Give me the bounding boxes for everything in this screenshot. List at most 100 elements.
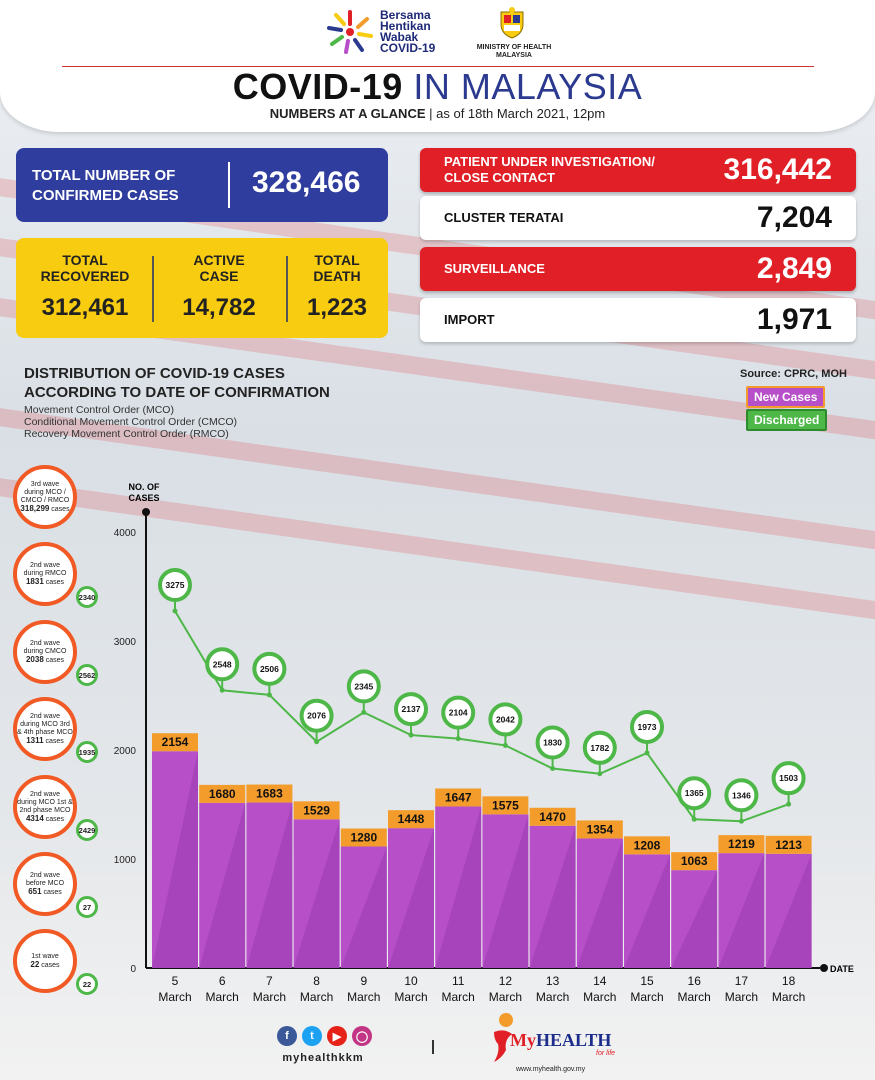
discharged-bubble [158, 568, 192, 603]
label-line: TOTAL NUMBER OF [32, 167, 176, 184]
twitter-icon[interactable]: t [302, 1026, 322, 1046]
discharged-value-label: 2104 [449, 708, 468, 718]
pui-box: PATIENT UNDER INVESTIGATION/CLOSE CONTAC… [420, 148, 856, 192]
mco-definition: Movement Control Order (MCO) [24, 404, 174, 416]
wave-text: 1311 cases [26, 735, 64, 745]
x-tick-sublabel: March [158, 990, 191, 1004]
brand-part: HEALTH [536, 1030, 612, 1050]
campaign-line: Hentikan [380, 19, 431, 33]
bar-shade [576, 838, 623, 968]
label-line: CLOSE CONTACT [444, 170, 555, 185]
recovered-label: TOTAL [62, 252, 108, 268]
ministry-line: MALAYSIA [496, 52, 532, 59]
cluster-value: 7,204 [756, 201, 832, 234]
x-tick-label: 11 [452, 974, 465, 988]
campaign-line: Wabak [380, 30, 419, 44]
chart-title-line: ACCORDING TO DATE OF CONFIRMATION [24, 384, 330, 401]
x-tick-sublabel: March [536, 990, 569, 1004]
divider [286, 256, 288, 322]
x-tick-sublabel: March [206, 990, 239, 1004]
discharged-value-label: 2548 [213, 659, 232, 669]
facebook-icon[interactable]: f [277, 1026, 297, 1046]
pui-value: 316,442 [723, 153, 832, 186]
social-handle[interactable]: myhealthkkm [282, 1052, 364, 1064]
bar-shade [765, 853, 812, 968]
y-tick-label: 2000 [114, 746, 137, 757]
discharged-bubble [488, 702, 523, 737]
surveillance-box: SURVEILLANCE 2,849 [420, 247, 856, 291]
bar-value-tag [388, 810, 434, 829]
wave-circle: 2nd wave during MCO 3rd & 4th phase MCO 131… [13, 697, 77, 761]
wave-text: 2038 cases [25, 654, 65, 664]
x-tick-sublabel: March [630, 990, 663, 1004]
title-main: COVID-19 [232, 66, 403, 107]
label-line: CONFIRMED CASES [32, 187, 179, 204]
campaign-text: Bersama Hentikan Wabak COVID-19 [380, 9, 435, 54]
chart-title-line: DISTRIBUTION OF COVID-19 CASES [24, 365, 285, 382]
death-label: TOTAL [314, 252, 360, 268]
bar-value-label: 1354 [586, 822, 613, 836]
wave-text: 318,299 cases [20, 503, 70, 513]
bar-value-tag [246, 784, 293, 803]
surveillance-label: SURVEILLANCE [444, 261, 545, 276]
wave-text: during CMCO [23, 647, 67, 655]
wave-text: & 4th phase MCO [17, 728, 73, 736]
wave-cases: 318,299 [20, 503, 50, 513]
discharged-bubble [441, 695, 476, 730]
bar-shade [435, 806, 482, 968]
x-tick-label: 5 [172, 974, 179, 988]
x-axis-title: DATE [830, 964, 854, 974]
discharged-value-label: 1365 [685, 788, 704, 798]
wave-discharged-badge: 22 [76, 973, 98, 995]
header: Bersama Hentikan Wabak COVID-19 MINISTRY… [0, 0, 875, 132]
wave-text: 651 cases [28, 886, 62, 896]
x-tick-sublabel: March [394, 990, 427, 1004]
chart-title: DISTRIBUTION OF COVID-19 CASES ACCORDING… [24, 364, 330, 402]
legend-new-cases: New Cases [746, 386, 826, 408]
wave-circle: 2nd wave during RMCO 1831 cases [13, 542, 77, 606]
total-confirmed-box: TOTAL NUMBER OF CONFIRMED CASES 328,466 [16, 148, 388, 222]
x-tick-label: 7 [266, 974, 273, 988]
bar-value-label: 1647 [445, 790, 472, 804]
x-tick-sublabel: March [725, 990, 758, 1004]
bar-shade [199, 802, 246, 968]
cluster-box: CLUSTER TERATAI 7,204 [420, 196, 856, 240]
bar-value-tag [765, 835, 812, 854]
discharged-value-label: 2042 [496, 714, 515, 724]
total-confirmed-label: TOTAL NUMBER OF CONFIRMED CASES [32, 166, 179, 206]
youtube-icon[interactable]: ▶ [327, 1026, 347, 1046]
divider [152, 256, 154, 322]
bar-value-tag [152, 733, 198, 752]
wave-text: 2nd wave [30, 712, 60, 720]
x-tick-label: 15 [640, 974, 654, 988]
wave-text: during MCO / [24, 488, 66, 496]
instagram-icon[interactable]: ◯ [352, 1026, 372, 1046]
discharged-bubble [771, 761, 806, 796]
bar-shade [529, 825, 576, 968]
wave-cases: 2038 [25, 654, 44, 664]
discharged-bubble [299, 698, 334, 733]
wave-cases: 22 [30, 959, 40, 969]
bar-value-label: 1208 [634, 838, 661, 852]
website[interactable]: www.myhealth.gov.my [516, 1066, 586, 1073]
bar-value-label: 1529 [303, 803, 330, 817]
discharged-bubble [535, 725, 570, 760]
discharged-value-label: 1346 [732, 790, 751, 800]
bar-value-label: 2154 [162, 735, 189, 749]
header-divider [62, 66, 814, 67]
legend-discharged: Discharged [746, 409, 828, 431]
discharged-bubble [205, 647, 240, 682]
active-label: CASE [199, 268, 239, 284]
active-value: 14,782 [182, 294, 256, 321]
brand-tagline: for life [596, 1050, 616, 1057]
x-axis-end [820, 964, 828, 972]
y-axis-title: NO. OF [129, 482, 161, 492]
wave-circle: 2nd wave during MCO 1st & 2nd phase MCO 431… [13, 775, 77, 839]
y-tick-label: 3000 [114, 637, 137, 648]
wave-discharged-badge: 27 [76, 896, 98, 918]
x-tick-label: 6 [219, 974, 226, 988]
discharged-bubble [394, 692, 428, 727]
wave-discharged-badge: 2340 [76, 586, 98, 608]
page-title: COVID-19 IN MALAYSIA [0, 66, 875, 108]
